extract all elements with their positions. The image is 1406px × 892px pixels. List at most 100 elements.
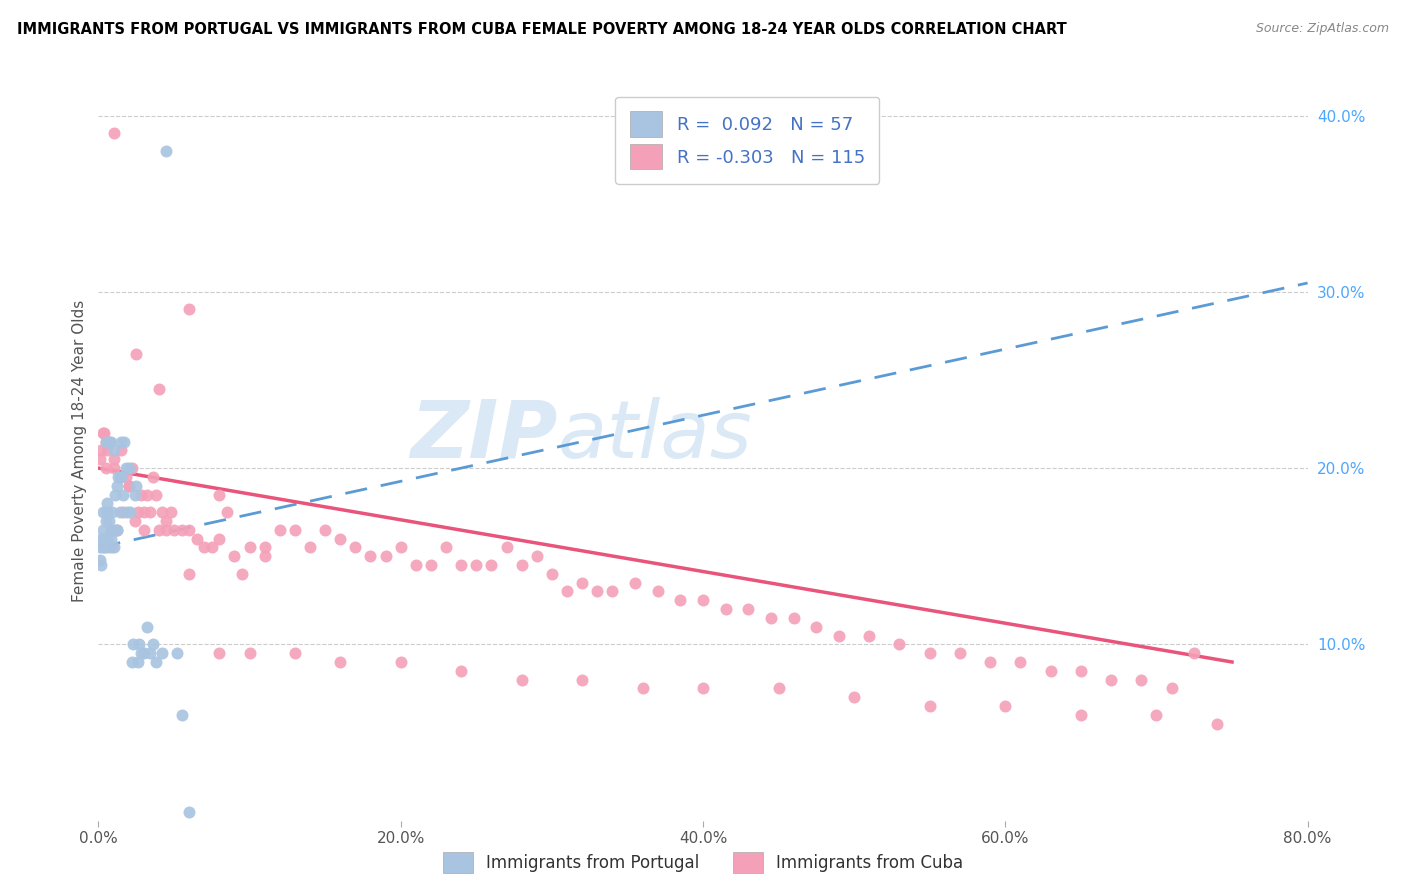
Point bbox=[163, 523, 186, 537]
Point bbox=[101, 541, 124, 555]
Point bbox=[91, 425, 114, 440]
Point bbox=[100, 532, 122, 546]
Point bbox=[94, 434, 117, 449]
Point bbox=[253, 549, 276, 564]
Point bbox=[269, 523, 291, 537]
Point bbox=[714, 602, 737, 616]
Point bbox=[1144, 707, 1167, 722]
Point bbox=[93, 532, 115, 546]
Point bbox=[129, 487, 152, 501]
Point bbox=[179, 523, 201, 537]
Legend: R =  0.092   N = 57, R = -0.303   N = 115: R = 0.092 N = 57, R = -0.303 N = 115 bbox=[616, 96, 879, 184]
Point bbox=[783, 611, 806, 625]
Point bbox=[155, 523, 177, 537]
Point bbox=[465, 558, 488, 572]
Point bbox=[108, 470, 131, 484]
Point bbox=[186, 532, 208, 546]
Point bbox=[586, 584, 609, 599]
Point bbox=[374, 549, 396, 564]
Point bbox=[994, 699, 1017, 714]
Point bbox=[170, 707, 193, 722]
Point bbox=[284, 646, 307, 660]
Point bbox=[89, 541, 111, 555]
Point bbox=[132, 646, 155, 660]
Point bbox=[692, 681, 714, 696]
Point bbox=[555, 584, 578, 599]
Text: ZIP: ZIP bbox=[411, 397, 558, 475]
Point bbox=[148, 382, 170, 396]
Point bbox=[132, 505, 155, 519]
Point bbox=[571, 673, 593, 687]
Point bbox=[129, 646, 152, 660]
Point bbox=[495, 541, 517, 555]
Point bbox=[239, 541, 262, 555]
Point bbox=[450, 558, 472, 572]
Point bbox=[179, 302, 201, 317]
Point bbox=[90, 532, 112, 546]
Point bbox=[91, 541, 114, 555]
Point bbox=[100, 434, 122, 449]
Point bbox=[96, 532, 118, 546]
Point bbox=[105, 523, 128, 537]
Point bbox=[148, 523, 170, 537]
Point bbox=[121, 655, 143, 669]
Point bbox=[93, 541, 115, 555]
Point bbox=[104, 487, 127, 501]
Point bbox=[1070, 664, 1092, 678]
Point bbox=[105, 479, 128, 493]
Point bbox=[96, 443, 118, 458]
Point bbox=[145, 487, 167, 501]
Point bbox=[224, 549, 246, 564]
Point bbox=[692, 593, 714, 607]
Point bbox=[979, 655, 1001, 669]
Point bbox=[1206, 716, 1229, 731]
Point bbox=[125, 346, 148, 360]
Text: Source: ZipAtlas.com: Source: ZipAtlas.com bbox=[1256, 22, 1389, 36]
Text: atlas: atlas bbox=[558, 397, 752, 475]
Point bbox=[121, 461, 143, 475]
Point bbox=[132, 523, 155, 537]
Point bbox=[124, 487, 146, 501]
Point bbox=[208, 487, 231, 501]
Point bbox=[96, 505, 118, 519]
Point bbox=[94, 514, 117, 528]
Point bbox=[389, 541, 412, 555]
Point bbox=[112, 434, 135, 449]
Point bbox=[90, 443, 112, 458]
Point bbox=[669, 593, 692, 607]
Point bbox=[405, 558, 427, 572]
Point bbox=[103, 452, 125, 467]
Point bbox=[1099, 673, 1122, 687]
Point bbox=[101, 505, 124, 519]
Point bbox=[510, 558, 533, 572]
Point bbox=[100, 523, 122, 537]
Point bbox=[110, 434, 132, 449]
Point bbox=[389, 655, 412, 669]
Point bbox=[139, 646, 162, 660]
Point bbox=[118, 461, 141, 475]
Point bbox=[949, 646, 972, 660]
Point bbox=[450, 664, 472, 678]
Point bbox=[434, 541, 457, 555]
Point bbox=[737, 602, 759, 616]
Point bbox=[1039, 664, 1062, 678]
Point bbox=[314, 523, 336, 537]
Point bbox=[284, 523, 307, 537]
Point bbox=[344, 541, 367, 555]
Point bbox=[602, 584, 624, 599]
Point bbox=[90, 558, 112, 572]
Point bbox=[526, 549, 548, 564]
Point bbox=[828, 628, 851, 642]
Legend: Immigrants from Portugal, Immigrants from Cuba: Immigrants from Portugal, Immigrants fro… bbox=[436, 846, 970, 880]
Point bbox=[170, 523, 193, 537]
Point bbox=[142, 470, 165, 484]
Point bbox=[420, 558, 443, 572]
Point bbox=[329, 532, 352, 546]
Point bbox=[118, 479, 141, 493]
Point bbox=[111, 487, 134, 501]
Point bbox=[98, 434, 121, 449]
Point bbox=[360, 549, 382, 564]
Point bbox=[231, 566, 253, 581]
Point bbox=[114, 461, 136, 475]
Point bbox=[94, 505, 117, 519]
